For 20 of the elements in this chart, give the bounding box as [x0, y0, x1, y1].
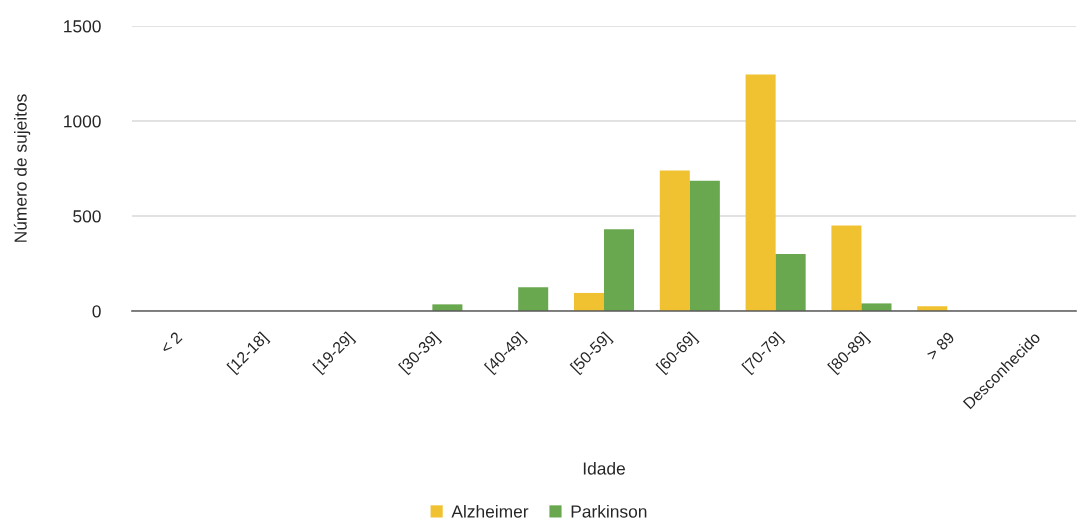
y-tick-label: 1500	[64, 20, 101, 33]
x-tick-label: > 89	[925, 331, 956, 361]
y-axis-title: Número de sujeitos	[13, 94, 31, 242]
bar	[659, 170, 690, 311]
bar	[745, 74, 776, 311]
bar	[831, 225, 862, 311]
bar	[689, 180, 720, 311]
bar	[604, 229, 635, 311]
y-tick-label: 500	[73, 210, 101, 223]
y-tick-label: 0	[92, 305, 101, 318]
bar	[518, 287, 549, 311]
bar	[432, 304, 463, 311]
legend-label: Parkinson	[571, 504, 647, 518]
bar	[573, 292, 604, 311]
legend-label: Alzheimer	[451, 504, 529, 518]
y-tick-label: 1000	[64, 115, 101, 128]
x-axis-title: Idade	[583, 461, 625, 475]
bar	[861, 303, 892, 311]
x-tick-label: < 2	[159, 331, 183, 355]
bar	[775, 254, 806, 311]
